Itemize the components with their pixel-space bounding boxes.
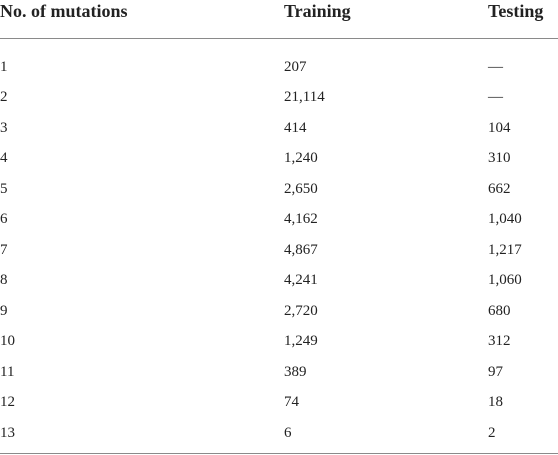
cell-training: 1,249 — [284, 333, 318, 350]
cell-training: 21,114 — [284, 89, 325, 106]
cell-testing: 18 — [488, 394, 503, 411]
cell-mutations: 11 — [0, 363, 15, 380]
table-row: 12 74 18 — [0, 387, 558, 418]
cell-training: 389 — [284, 363, 307, 380]
table-row: 7 4,867 1,217 — [0, 235, 558, 266]
cell-testing: 104 — [488, 119, 511, 136]
cell-mutations: 6 — [0, 211, 8, 228]
cell-testing: 1,040 — [488, 211, 522, 228]
cell-testing: 97 — [488, 363, 503, 380]
cell-training: 4,867 — [284, 241, 318, 258]
header-testing: Testing — [488, 0, 558, 39]
cell-training: 2,650 — [284, 180, 318, 197]
cell-testing: 312 — [488, 333, 511, 350]
cell-mutations: 8 — [0, 272, 8, 289]
table-row: 4 1,240 310 — [0, 143, 558, 174]
table-row: 10 1,249 312 — [0, 326, 558, 357]
cell-training: 207 — [284, 58, 307, 75]
cell-testing: 662 — [488, 180, 511, 197]
table-bottom-rule — [0, 453, 558, 454]
cell-mutations: 5 — [0, 180, 8, 197]
cell-testing: 1,217 — [488, 241, 522, 258]
cell-training: 1,240 — [284, 150, 318, 167]
cell-mutations: 3 — [0, 119, 8, 136]
table-row: 5 2,650 662 — [0, 174, 558, 205]
table-header: No. of mutations Training Testing — [0, 0, 558, 39]
table-body: 1 207 — 2 21,114 — 3 414 104 4 1,240 310… — [0, 39, 558, 449]
cell-testing: 2 — [488, 424, 496, 441]
cell-training: 6 — [284, 424, 292, 441]
cell-training: 4,241 — [284, 272, 318, 289]
cell-mutations: 2 — [0, 89, 8, 106]
cell-training: 414 — [284, 119, 307, 136]
table-row: 1 207 — — [0, 39, 558, 83]
cell-training: 74 — [284, 394, 299, 411]
table-row: 13 6 2 — [0, 418, 558, 449]
table-row: 8 4,241 1,060 — [0, 265, 558, 296]
cell-testing: — — [488, 89, 503, 106]
table-row: 6 4,162 1,040 — [0, 204, 558, 235]
cell-mutations: 12 — [0, 394, 15, 411]
cell-mutations: 7 — [0, 241, 8, 258]
table-row: 2 21,114 — — [0, 82, 558, 113]
cell-testing: 1,060 — [488, 272, 522, 289]
cell-mutations: 10 — [0, 333, 15, 350]
cell-testing: 680 — [488, 302, 511, 319]
cell-mutations: 13 — [0, 424, 15, 441]
cell-training: 2,720 — [284, 302, 318, 319]
table-row: 9 2,720 680 — [0, 296, 558, 327]
header-no-of-mutations: No. of mutations — [0, 0, 284, 39]
cell-mutations: 1 — [0, 58, 8, 75]
cell-mutations: 9 — [0, 302, 8, 319]
header-row: No. of mutations Training Testing — [0, 0, 558, 39]
cell-training: 4,162 — [284, 211, 318, 228]
cell-testing: — — [488, 58, 503, 75]
table-row: 11 389 97 — [0, 357, 558, 388]
cell-testing: 310 — [488, 150, 511, 167]
table-row: 3 414 104 — [0, 113, 558, 144]
cell-mutations: 4 — [0, 150, 8, 167]
header-training: Training — [284, 0, 488, 39]
